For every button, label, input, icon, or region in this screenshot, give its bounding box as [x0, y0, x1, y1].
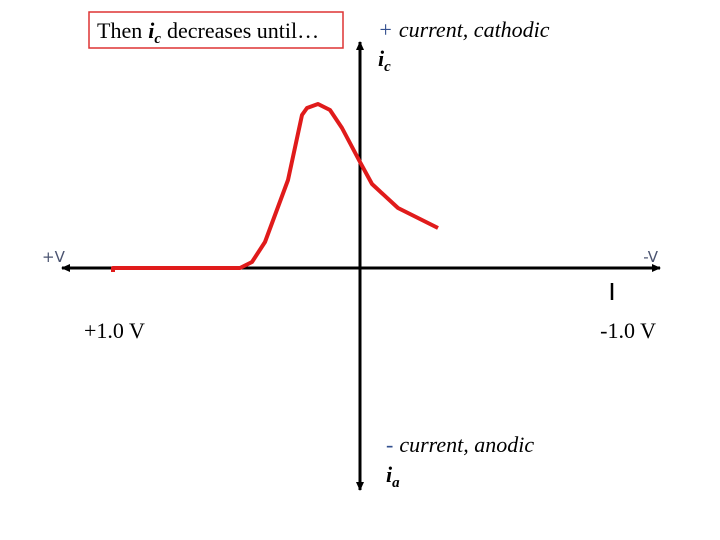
- cathodic-label: + current, cathodic: [378, 17, 550, 42]
- callout-var: i: [148, 18, 155, 43]
- anodic-sign: -: [386, 432, 393, 457]
- callout-after: decreases until…: [167, 18, 319, 43]
- cathodic-sign: +: [378, 17, 393, 42]
- anodic-sub: a: [392, 475, 400, 491]
- callout-text: Then ic decreases until…: [97, 18, 319, 47]
- left-value-label: +1.0 V: [84, 318, 145, 343]
- anodic-label: - current, anodic: [386, 432, 534, 457]
- cathodic-symbol: ic: [378, 46, 391, 75]
- right-axis-label: -V: [643, 248, 659, 266]
- anodic-text: current, anodic: [399, 432, 534, 457]
- cathodic-sub: c: [384, 59, 391, 75]
- cathodic-var: i: [378, 46, 385, 71]
- callout-box: [88, 11, 344, 49]
- current-curve: [111, 102, 439, 272]
- anodic-var: i: [386, 462, 393, 487]
- right-value-label: -1.0 V: [600, 318, 656, 343]
- callout-sub: c: [154, 31, 161, 47]
- anodic-symbol: ia: [386, 462, 400, 491]
- callout-before: Then: [97, 18, 142, 43]
- cathodic-text: current, cathodic: [399, 17, 550, 42]
- left-axis-label: +V: [42, 248, 66, 266]
